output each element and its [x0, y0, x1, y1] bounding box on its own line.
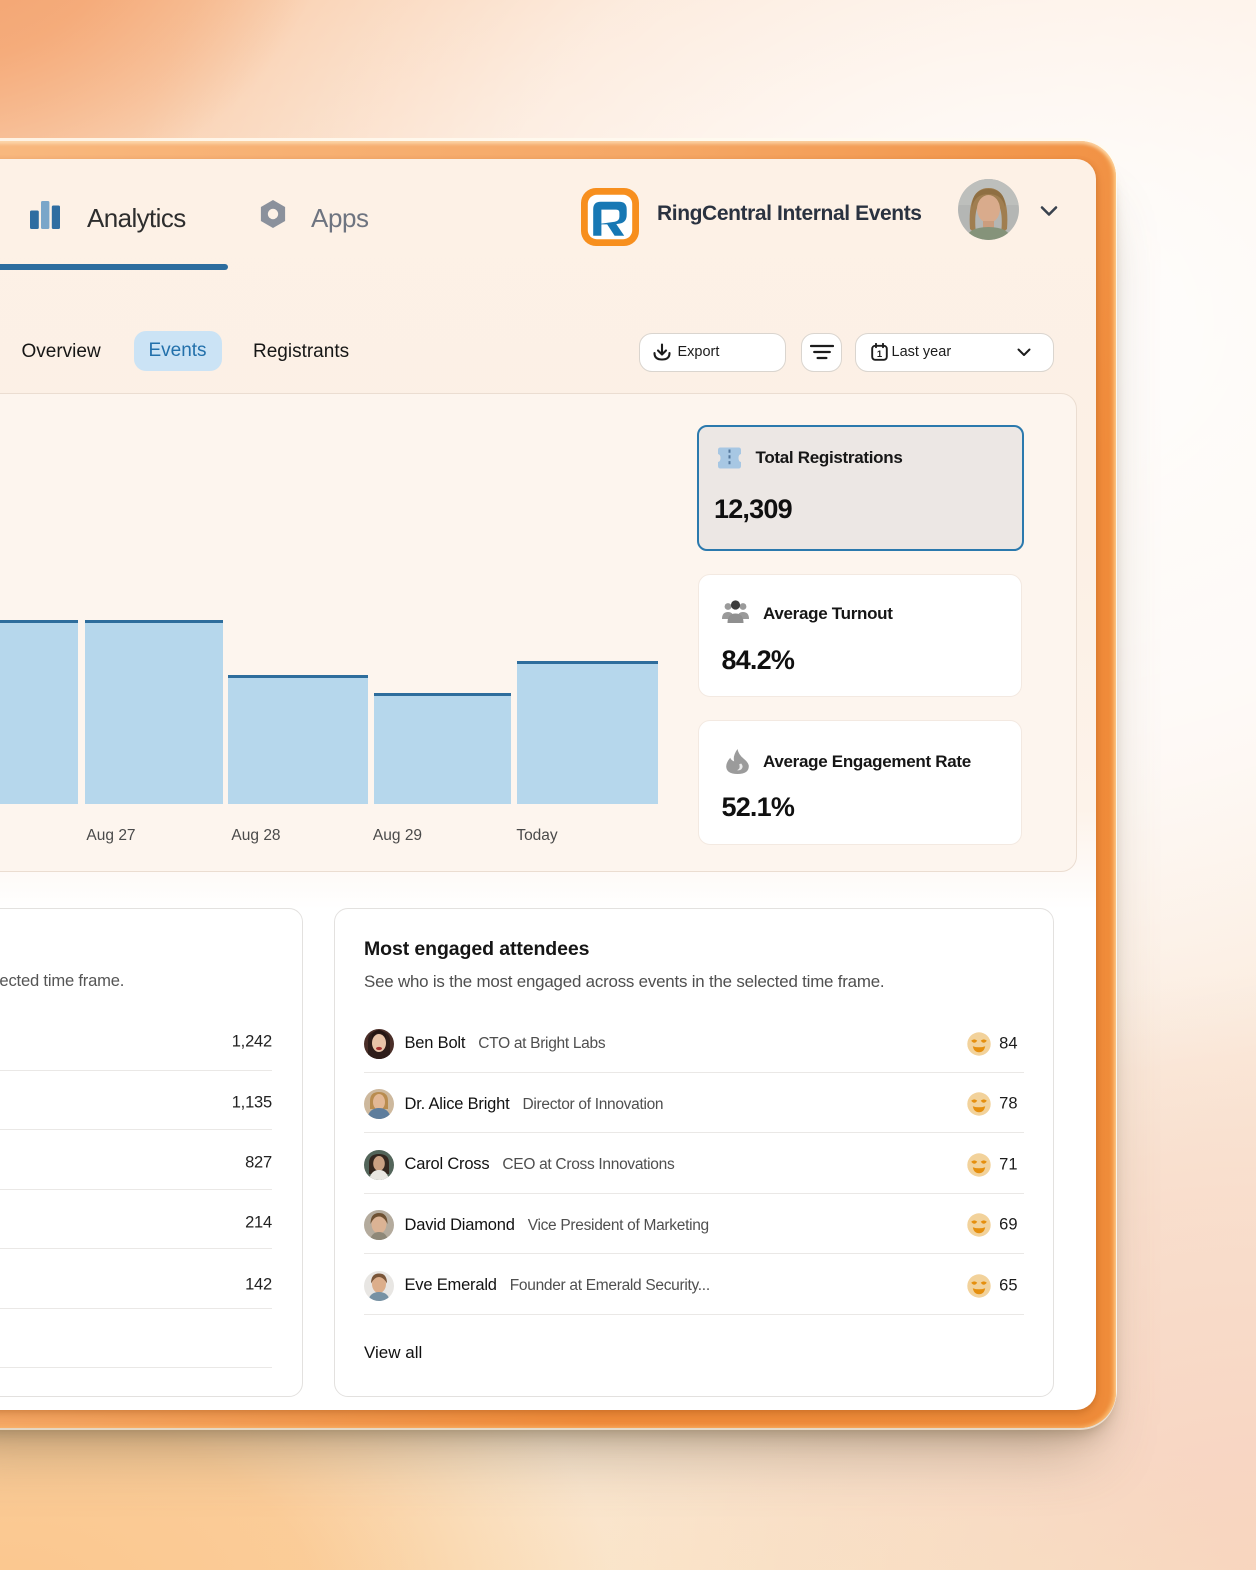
- svg-text:1: 1: [877, 349, 883, 360]
